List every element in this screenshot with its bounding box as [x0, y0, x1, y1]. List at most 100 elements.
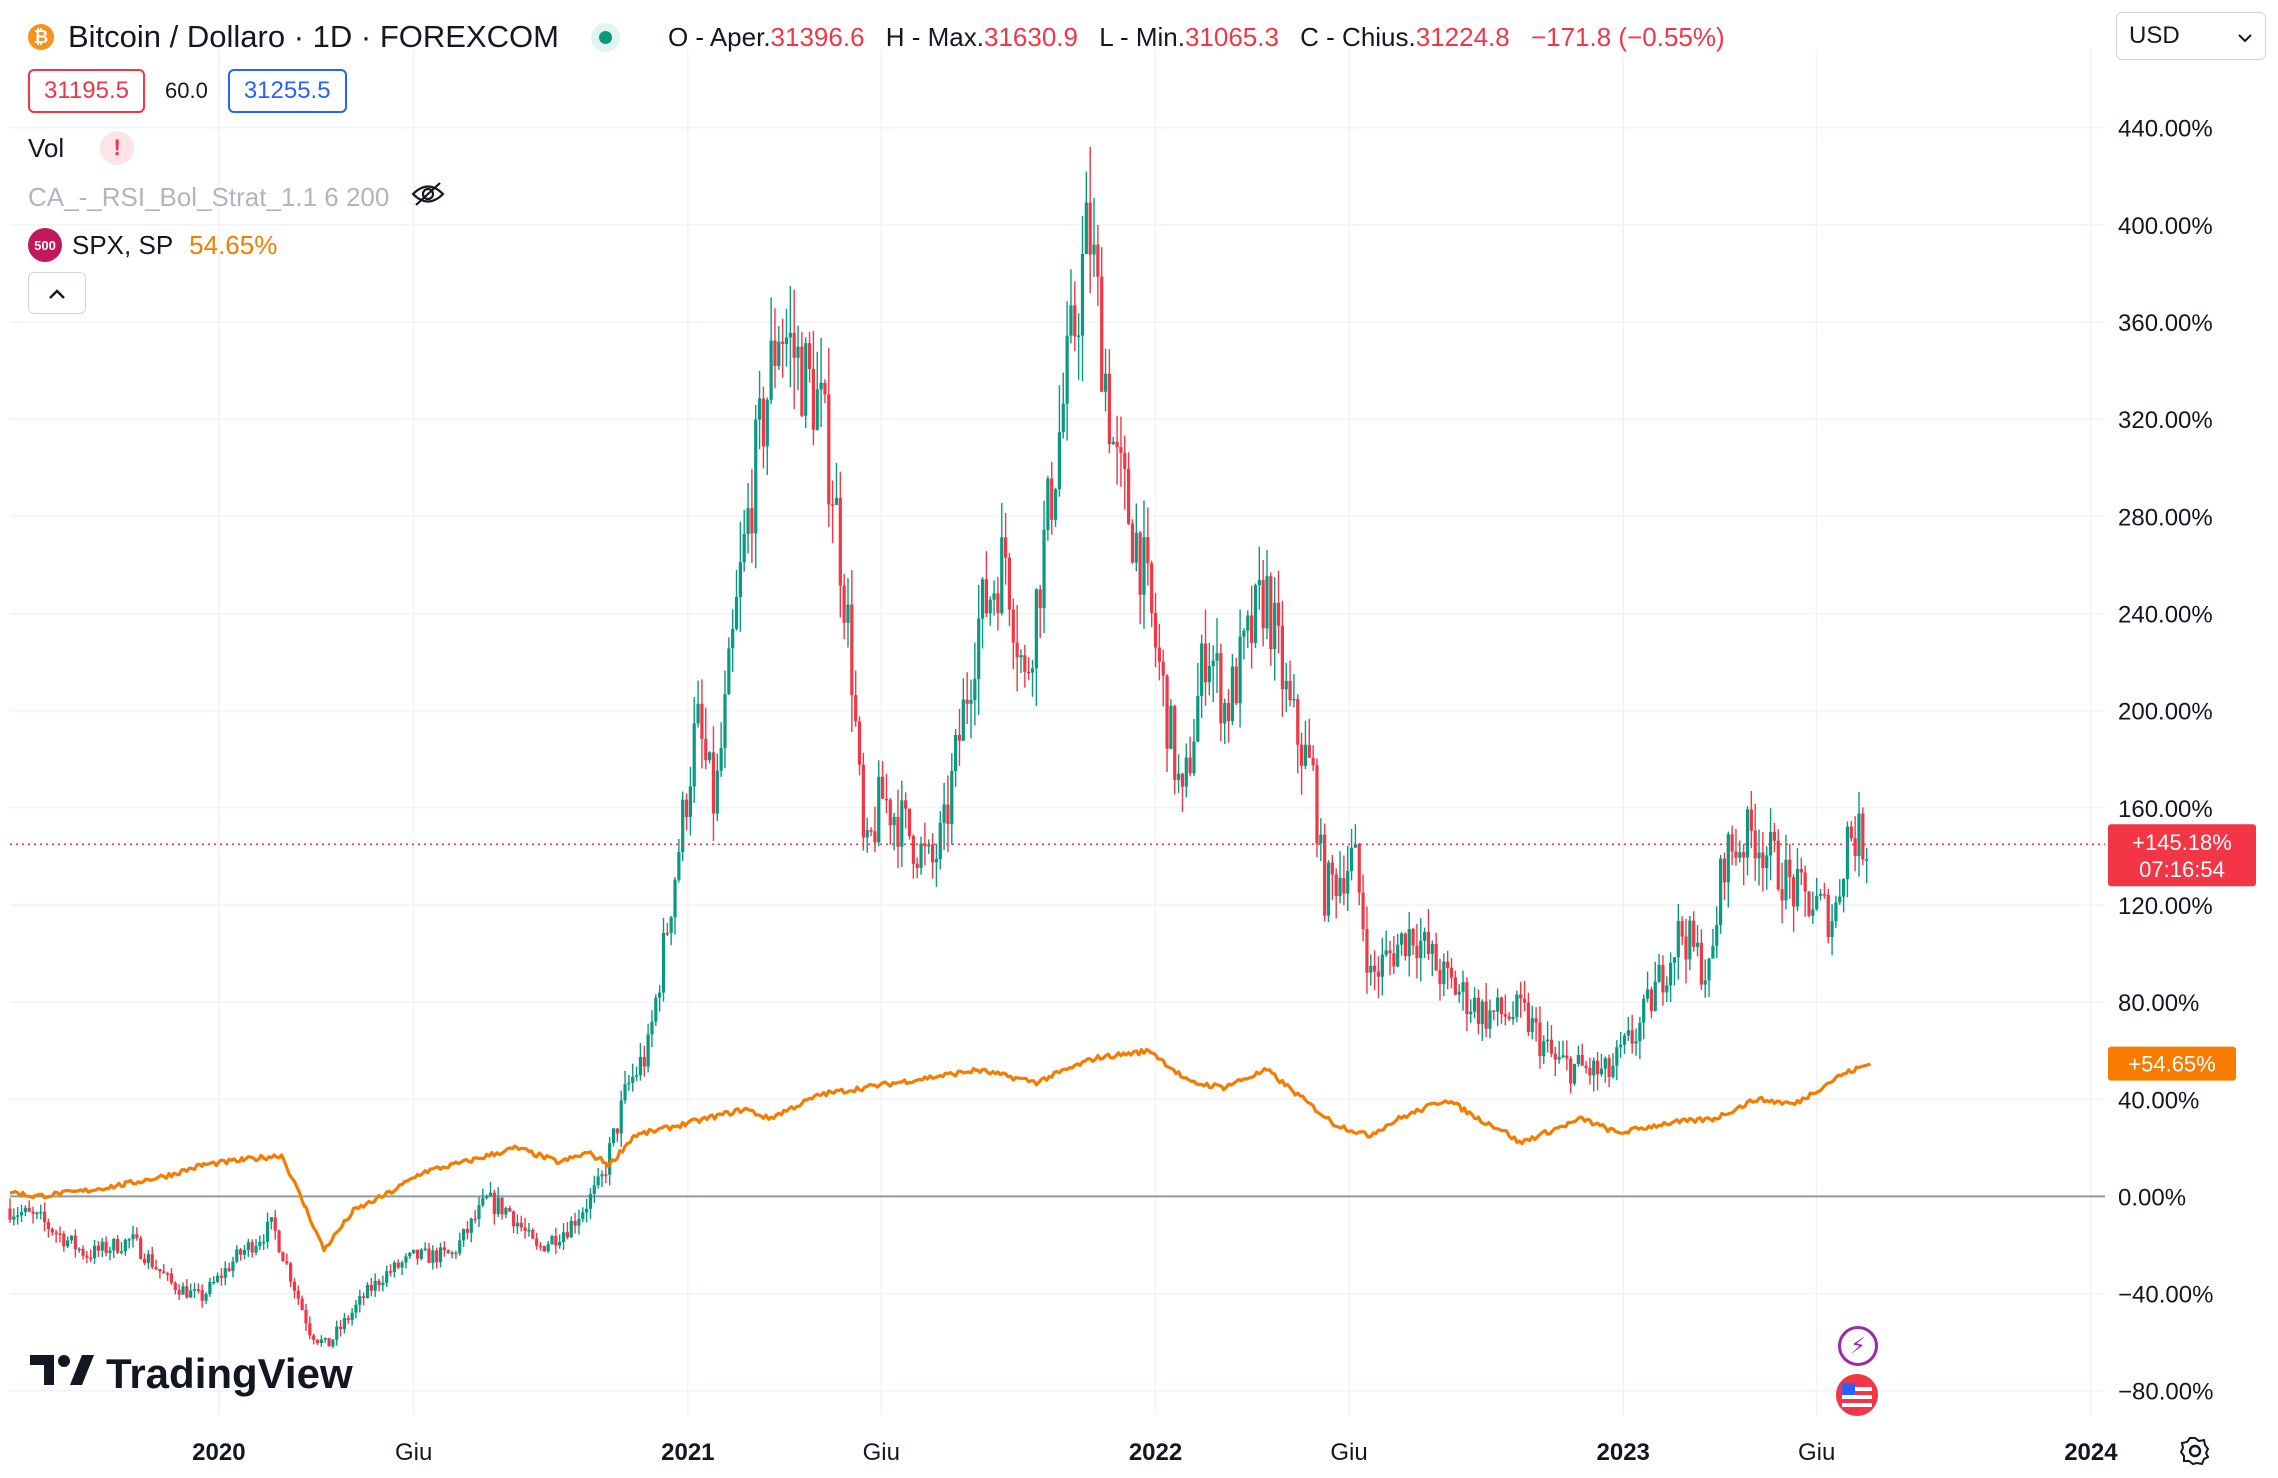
- btc-candle-body: [1557, 1056, 1561, 1060]
- btc-candle-body: [934, 859, 939, 863]
- btc-candle-body: [585, 1208, 589, 1213]
- btc-candle-body: [1223, 703, 1227, 724]
- btc-candle-body: [715, 770, 719, 814]
- btc-candle-body: [54, 1232, 58, 1235]
- btc-candle-body: [1280, 625, 1284, 690]
- currency-select[interactable]: USD: [2116, 12, 2266, 60]
- btc-candle-body: [996, 593, 1000, 614]
- btc-candle-body: [811, 368, 816, 430]
- btc-candle-body: [1273, 602, 1277, 650]
- btc-candle-body: [385, 1271, 389, 1283]
- btc-candle-body: [1580, 1055, 1584, 1066]
- compare-legend[interactable]: 500 SPX, SP 54.65%: [28, 226, 277, 264]
- btc-candle-body: [1027, 671, 1031, 674]
- btc-candle-body: [1119, 447, 1123, 453]
- btc-candle-body: [488, 1192, 493, 1197]
- btc-candle-body: [300, 1298, 304, 1310]
- btc-candle-body: [1788, 859, 1792, 878]
- btc-candle-body: [1715, 925, 1719, 946]
- btc-candle-body: [1499, 997, 1504, 1015]
- btc-candle-body: [427, 1248, 431, 1263]
- btc-candle-body: [1215, 653, 1219, 661]
- btc-candle-body: [1461, 982, 1465, 992]
- warning-icon[interactable]: !: [100, 131, 135, 165]
- btc-candle-body: [1192, 741, 1196, 774]
- btc-candle-body: [1511, 1016, 1515, 1020]
- btc-candle-body: [1695, 942, 1700, 947]
- open-value: 31396.6: [770, 21, 865, 52]
- btc-candle-body: [1438, 970, 1442, 985]
- btc-candle-body: [1200, 643, 1204, 696]
- btc-candle-body: [911, 836, 915, 864]
- btc-candle-body: [381, 1282, 385, 1286]
- currency-value: USD: [2129, 22, 2180, 49]
- btc-candle-body: [1519, 994, 1523, 999]
- buy-button[interactable]: 31255.5: [227, 69, 347, 113]
- btc-candle-body: [269, 1217, 273, 1222]
- btc-candle-body: [169, 1273, 174, 1283]
- eye-off-icon[interactable]: [411, 181, 445, 214]
- btc-candle-body: [565, 1232, 569, 1238]
- btc-candle-body: [1603, 1058, 1607, 1069]
- btc-candle-body: [1742, 852, 1746, 858]
- btc-candle-body: [104, 1241, 108, 1254]
- btc-candle-body: [1330, 862, 1334, 875]
- us-flag-icon[interactable]: [1836, 1374, 1878, 1416]
- btc-candle-body: [12, 1216, 16, 1220]
- sell-button[interactable]: 31195.5: [28, 69, 145, 113]
- btc-candle-body: [1242, 630, 1246, 637]
- gear-icon[interactable]: [2179, 1436, 2210, 1474]
- btc-candle-body: [954, 734, 958, 772]
- btc-candle-body: [235, 1249, 239, 1262]
- btc-candle-body: [1818, 894, 1823, 896]
- btc-candle-body: [116, 1238, 120, 1253]
- spx-line: [9, 1047, 1872, 1253]
- btc-candle-body: [1415, 945, 1419, 959]
- btc-candle-body: [1649, 989, 1654, 1011]
- indicator-legend[interactable]: CA_-_RSI_Bol_Strat_1.1 6 200: [28, 178, 445, 216]
- btc-candle-body: [1161, 661, 1165, 676]
- btc-candle-body: [1369, 965, 1373, 973]
- btc-candle-body: [1053, 489, 1058, 520]
- btc-candle-body: [1011, 609, 1015, 643]
- btc-candle-body: [1326, 862, 1331, 916]
- btc-candle-body: [377, 1280, 381, 1286]
- btc-candle-body: [857, 721, 862, 765]
- btc-candle-body: [1630, 1030, 1634, 1044]
- btc-candle-body: [1453, 977, 1457, 995]
- btc-candle-body: [404, 1256, 408, 1263]
- x-tick-label: Giu: [1330, 1439, 1367, 1466]
- btc-candle-body: [604, 1174, 608, 1176]
- chevron-down-icon: [2237, 22, 2253, 50]
- flash-icon[interactable]: ⚡: [1838, 1326, 1878, 1366]
- volume-legend[interactable]: Vol !: [28, 130, 135, 166]
- btc-candle-body: [904, 800, 908, 809]
- btc-candle-body: [150, 1254, 154, 1268]
- btc-candle-body: [1265, 576, 1269, 629]
- tradingview-logo[interactable]: TradingView: [30, 1350, 353, 1398]
- btc-candle-body: [1169, 705, 1173, 749]
- low-value: 31065.3: [1184, 21, 1279, 52]
- btc-candle-body: [1538, 1022, 1542, 1057]
- btc-candle-body: [984, 579, 988, 614]
- btc-candle-body: [865, 830, 869, 838]
- btc-candle-body: [508, 1208, 512, 1212]
- symbol-title[interactable]: Bitcoin / Dollaro · 1D · FOREXCOM: [68, 19, 559, 54]
- collapse-legend-button[interactable]: [28, 272, 86, 314]
- btc-candle-body: [1403, 933, 1407, 957]
- btc-candle-body: [1449, 967, 1454, 978]
- btc-candle-body: [1411, 929, 1415, 946]
- btc-candle-body: [1484, 1001, 1488, 1029]
- btc-candle-body: [177, 1290, 181, 1295]
- btc-candle-body: [1472, 997, 1477, 1012]
- btc-candle-body: [1845, 826, 1850, 880]
- btc-candle-body: [807, 343, 812, 369]
- btc-candle-body: [869, 830, 873, 832]
- btc-candle-body: [292, 1281, 297, 1291]
- btc-candle-body: [365, 1284, 370, 1298]
- btc-candle-body: [550, 1235, 554, 1245]
- close-label: C - Chius.: [1300, 21, 1416, 52]
- btc-candle-body: [423, 1248, 427, 1251]
- btc-candle-body: [1388, 950, 1392, 954]
